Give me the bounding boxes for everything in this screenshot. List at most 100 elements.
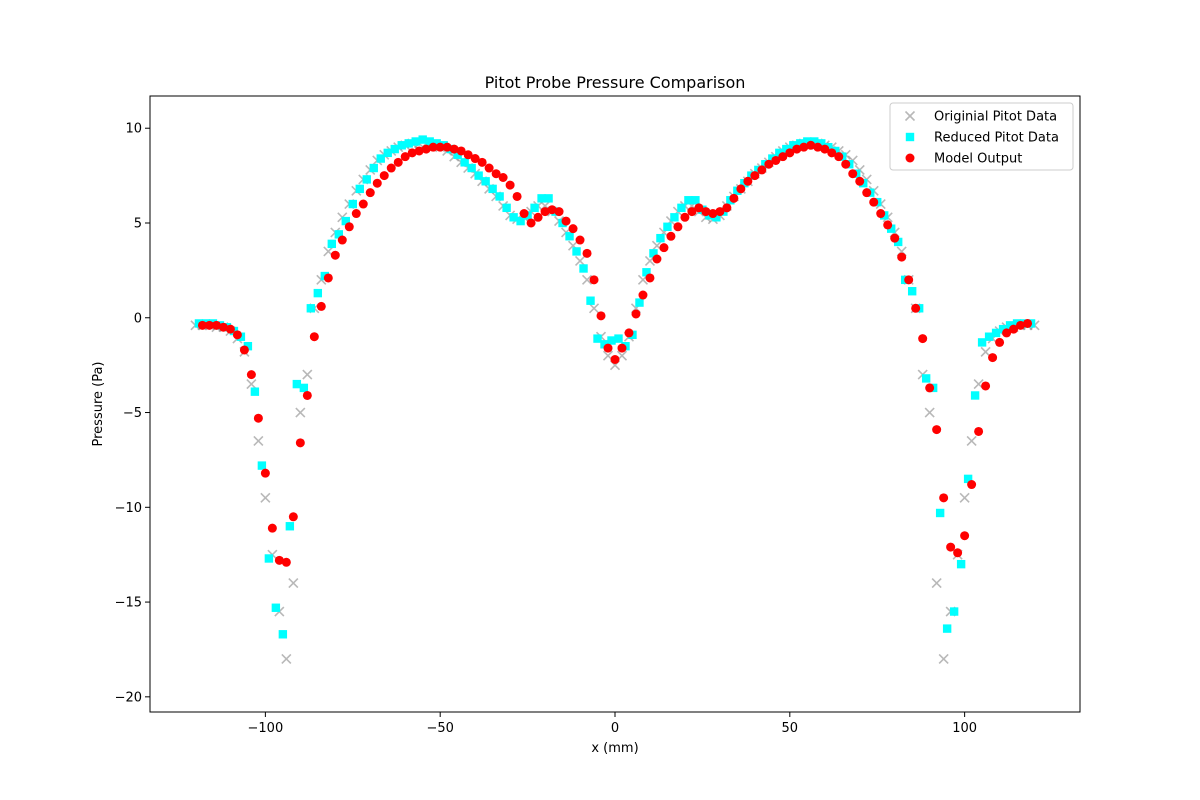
data-point [956, 559, 966, 569]
data-point [344, 222, 354, 232]
legend-label: Reduced Pitot Data [934, 131, 1059, 146]
data-point [722, 203, 732, 213]
data-point [306, 304, 316, 313]
data-point [974, 426, 984, 436]
y-axis-ticks: 10 5 0 −5 −10 −15 −20 [115, 122, 150, 705]
data-point [736, 184, 746, 194]
y-tick-label: 10 [125, 122, 142, 137]
data-point [404, 139, 413, 148]
data-point [260, 468, 270, 478]
data-point [432, 139, 441, 148]
data-point [876, 209, 886, 219]
data-point [204, 320, 214, 330]
data-point [656, 233, 665, 243]
data-point [855, 176, 865, 186]
data-point [848, 169, 858, 179]
data-point [260, 492, 271, 503]
data-point [218, 322, 228, 332]
data-point [666, 231, 676, 241]
data-point [449, 144, 459, 154]
data-point [799, 142, 809, 152]
data-point [288, 578, 299, 589]
data-point [887, 224, 896, 233]
data-point [400, 152, 410, 162]
data-point [883, 220, 893, 230]
data-point [789, 141, 798, 150]
data-point [481, 177, 490, 186]
data-point [470, 154, 480, 164]
data-point [407, 148, 417, 158]
data-point [966, 435, 977, 447]
data-point [456, 146, 466, 156]
x-tick-label: −50 [426, 721, 453, 736]
data-point [453, 150, 462, 159]
data-point [491, 169, 501, 179]
data-point [568, 224, 578, 234]
data-point [938, 653, 949, 664]
data-point [537, 194, 546, 203]
data-point [939, 493, 949, 503]
data-point [327, 239, 337, 249]
data-point [935, 508, 945, 518]
data-point [631, 309, 641, 319]
data-point [418, 135, 427, 144]
data-point [778, 152, 788, 162]
data-point [281, 653, 292, 664]
data-point [383, 148, 392, 158]
data-point [820, 144, 830, 154]
legend-marker [905, 132, 915, 142]
data-point [918, 334, 928, 344]
legend: Originial Pitot Data Reduced Pitot Data Mo… [889, 102, 1074, 171]
data-point [596, 311, 606, 321]
data-point [785, 148, 795, 158]
data-point [376, 154, 385, 163]
data-point [642, 268, 651, 277]
data-point [960, 531, 970, 541]
data-point [673, 222, 683, 232]
data-point [544, 194, 553, 203]
data-point [243, 341, 253, 351]
data-point [663, 222, 672, 231]
data-point [264, 554, 274, 563]
data-point [425, 137, 434, 146]
data-point [512, 191, 522, 201]
data-point [904, 275, 914, 285]
data-point [817, 139, 826, 148]
data-point [362, 175, 371, 184]
data-point [862, 188, 872, 198]
data-point [323, 273, 333, 283]
data-point [635, 298, 644, 307]
data-point [526, 218, 536, 228]
data-point [575, 235, 585, 245]
data-point [285, 522, 295, 531]
data-point [495, 192, 504, 201]
data-point [593, 334, 602, 343]
data-point [841, 159, 851, 169]
data-point [547, 205, 557, 215]
data-point [659, 243, 669, 253]
data-point [694, 203, 704, 213]
data-point [949, 607, 959, 616]
data-point [932, 425, 942, 435]
data-point [197, 320, 207, 330]
data-point [1023, 318, 1033, 328]
data-point [463, 150, 473, 160]
data-point [869, 197, 879, 207]
data-point [369, 163, 378, 173]
x-tick-label: −100 [248, 721, 284, 736]
data-point [981, 381, 991, 391]
data-point [246, 379, 257, 390]
data-point [998, 324, 1008, 334]
data-point [390, 144, 399, 154]
data-point [365, 188, 375, 198]
data-point [579, 264, 588, 273]
data-point [991, 328, 1001, 338]
data-point [588, 303, 600, 314]
data-point [341, 216, 350, 226]
data-point [649, 249, 658, 258]
data-point [750, 171, 760, 181]
data-point [253, 435, 264, 447]
data-point [980, 346, 991, 357]
data-points [190, 135, 1040, 664]
data-point [782, 144, 791, 154]
